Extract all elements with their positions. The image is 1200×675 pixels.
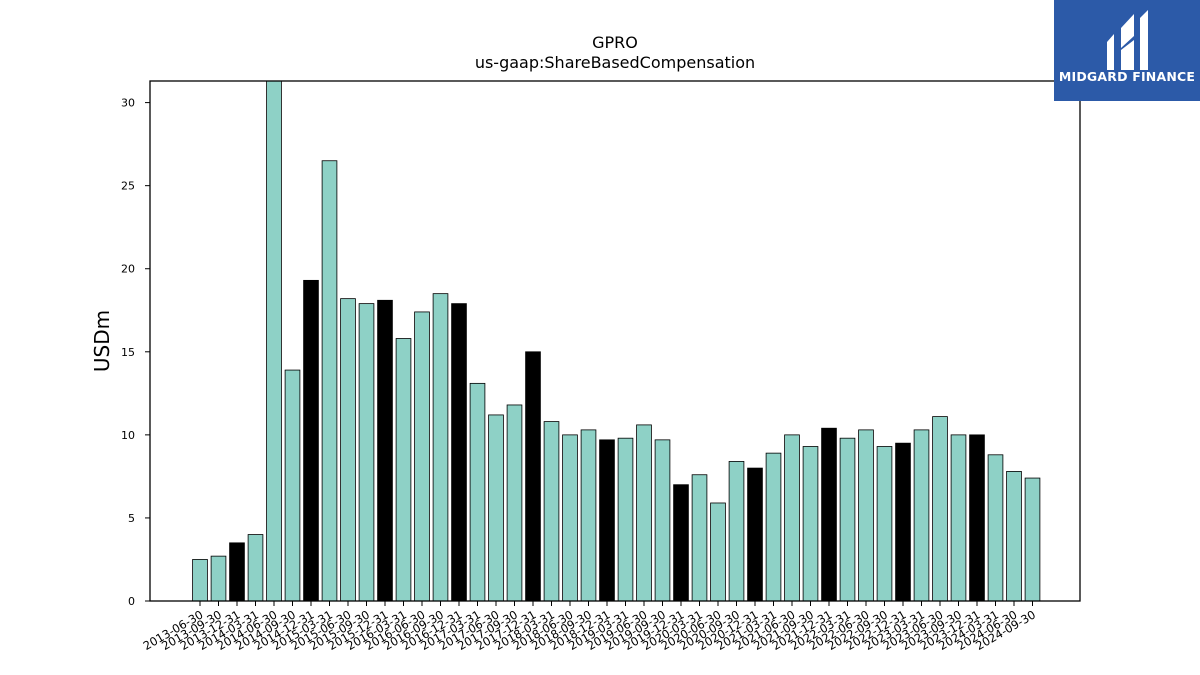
bar-2018-03-31 [543, 421, 560, 601]
bar-2024-06-30 [1006, 471, 1022, 601]
bar-2019-03-31 [617, 437, 634, 601]
bar-2023-06-30 [932, 416, 948, 601]
bar-2017-03-31 [469, 382, 486, 601]
bar-2019-12-31 [673, 484, 689, 601]
bar-2017-09-30 [506, 404, 523, 601]
bar-2023-12-31 [969, 434, 985, 601]
bar-2022-12-31 [895, 442, 911, 601]
y-tick-label: 30 [121, 97, 135, 110]
bar-2024-09-30 [1024, 477, 1041, 601]
bar-2014-12-31 [303, 279, 319, 601]
bar-2018-12-31 [599, 439, 615, 601]
bar-2021-06-30 [784, 434, 800, 601]
bar-2023-03-31 [913, 429, 930, 601]
bar-2017-12-31 [525, 351, 541, 601]
bar-2018-09-30 [580, 429, 597, 601]
bar-2021-09-30 [802, 446, 819, 601]
logo-text: MIDGARD FINANCE [1059, 69, 1195, 84]
bar-2016-03-31 [395, 338, 412, 601]
bar-2013-12-31 [229, 542, 245, 601]
bar-2017-06-30 [488, 414, 504, 601]
y-tick-label: 15 [121, 346, 135, 359]
bar-2022-03-31 [839, 437, 856, 601]
y-axis-ticks: 0 5 10 15 20 25 30 [121, 97, 150, 608]
bar-2018-06-30 [562, 434, 578, 601]
chart-subtitle: us-gaap:ShareBasedCompensation [475, 53, 755, 72]
bar-2024-03-31 [987, 454, 1004, 601]
bar-2015-03-31 [321, 160, 338, 601]
bar-2022-06-30 [858, 429, 874, 601]
bar-2015-09-30 [358, 303, 375, 601]
bars-layer [192, 81, 1041, 601]
plot-frame [149, 80, 1081, 602]
bar-2014-03-31 [247, 534, 264, 601]
bar-2014-06-30 [266, 81, 282, 601]
bar-2019-09-30 [654, 439, 671, 601]
bar-2013-09-30 [210, 555, 227, 601]
logo-mark-icon [1107, 10, 1148, 70]
bar-2020-12-31 [747, 467, 763, 601]
bar-2022-09-30 [876, 446, 893, 601]
bar-2016-06-30 [414, 311, 430, 601]
y-tick-label: 5 [128, 512, 135, 525]
x-axis-ticks: 2013-06-302013-09-302013-12-312014-03-31… [141, 601, 1038, 653]
bar-2020-06-30 [710, 502, 726, 601]
bar-2016-12-31 [451, 303, 467, 601]
y-tick-label: 10 [121, 429, 135, 442]
bar-2013-06-30 [192, 559, 208, 601]
bar-2019-06-30 [636, 424, 652, 601]
y-tick-label: 0 [128, 595, 135, 608]
bar-2016-09-30 [432, 293, 449, 601]
bar-2021-12-31 [821, 427, 837, 601]
y-tick-label: 20 [121, 263, 135, 276]
midgard-finance-logo: MIDGARD FINANCE [1054, 0, 1200, 101]
bar-2014-09-30 [284, 369, 301, 601]
bar-2023-09-30 [950, 434, 967, 601]
bar-2015-06-30 [340, 298, 356, 601]
bar-2021-03-31 [765, 452, 782, 601]
y-tick-label: 25 [121, 180, 135, 193]
y-axis-label: USDm [90, 310, 114, 372]
bar-2020-03-31 [691, 474, 708, 601]
bar-2020-09-30 [728, 461, 745, 601]
bar-2015-12-31 [377, 299, 393, 601]
chart-title: GPRO [592, 33, 638, 52]
